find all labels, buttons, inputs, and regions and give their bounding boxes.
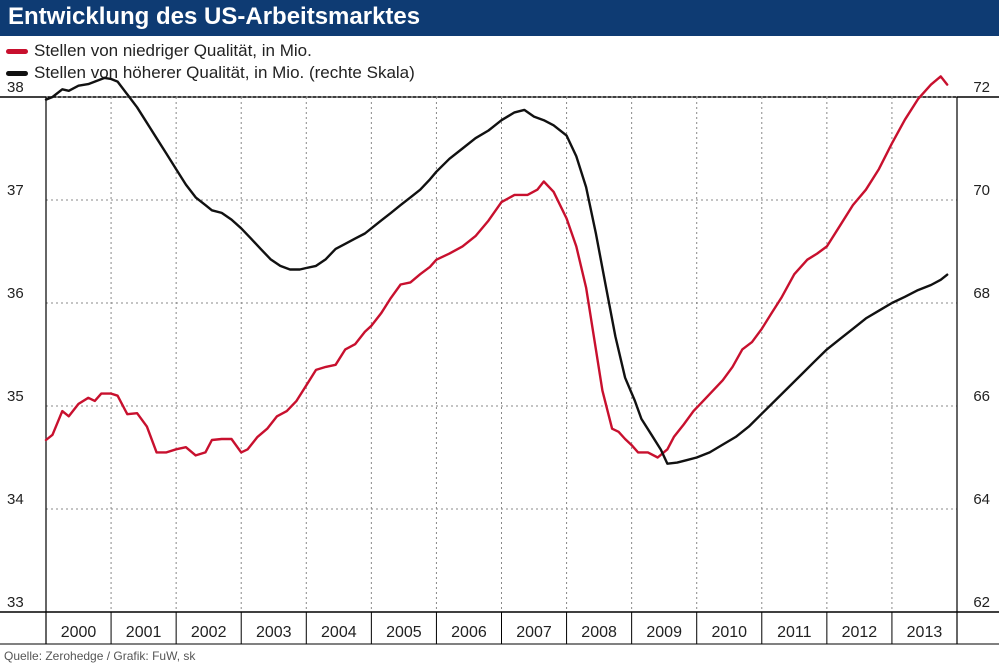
source-note: Quelle: Zerohedge / Grafik: FuW, sk	[4, 649, 196, 663]
x-tick-label: 2008	[581, 624, 617, 641]
y-tick-label-right: 68	[973, 285, 990, 302]
x-tick-label: 2000	[61, 624, 97, 641]
y-tick-label-left: 37	[7, 182, 24, 199]
x-tick-label: 2011	[777, 624, 812, 641]
y-tick-label-right: 64	[973, 491, 990, 508]
y-tick-label-left: 35	[7, 388, 24, 405]
chart-title: Entwicklung des US-Arbeitsmarktes	[8, 3, 421, 30]
y-tick-label-right: 62	[973, 594, 990, 611]
x-tick-label: 2012	[842, 624, 878, 641]
x-tick-label: 2009	[646, 624, 682, 641]
y-tick-label-left: 38	[7, 79, 24, 96]
x-tick-label: 2003	[256, 624, 292, 641]
y-tick-label-right: 72	[973, 79, 990, 96]
legend-swatch-red	[6, 48, 28, 54]
x-tick-label: 2013	[907, 624, 943, 641]
y-tick-label-left: 33	[7, 594, 24, 611]
x-tick-label: 2004	[321, 624, 357, 641]
y-tick-label-right: 70	[973, 182, 990, 199]
legend-label-high-quality: Stellen von höherer Qualität, in Mio. (r…	[34, 63, 415, 82]
x-tick-label: 2001	[126, 624, 162, 641]
x-tick-label: 2005	[386, 624, 422, 641]
y-tick-label-left: 36	[7, 285, 24, 302]
legend: Stellen von niedriger Qualität, in Mio. …	[6, 40, 415, 84]
y-tick-label-right: 66	[973, 388, 990, 405]
legend-item-low-quality: Stellen von niedriger Qualität, in Mio.	[6, 40, 415, 62]
legend-label-low-quality: Stellen von niedriger Qualität, in Mio.	[34, 41, 312, 60]
title-bar: Entwicklung des US-Arbeitsmarktes	[0, 0, 999, 36]
x-tick-label: 2010	[711, 624, 747, 641]
x-tick-label: 2002	[191, 624, 227, 641]
legend-swatch-black	[6, 70, 28, 76]
x-tick-label: 2006	[451, 624, 487, 641]
series-line-low-quality	[44, 75, 949, 459]
x-tick-label: 2007	[516, 624, 552, 641]
series-line-high-quality	[44, 76, 949, 465]
y-tick-label-left: 34	[7, 491, 24, 508]
legend-item-high-quality: Stellen von höherer Qualität, in Mio. (r…	[6, 62, 415, 84]
